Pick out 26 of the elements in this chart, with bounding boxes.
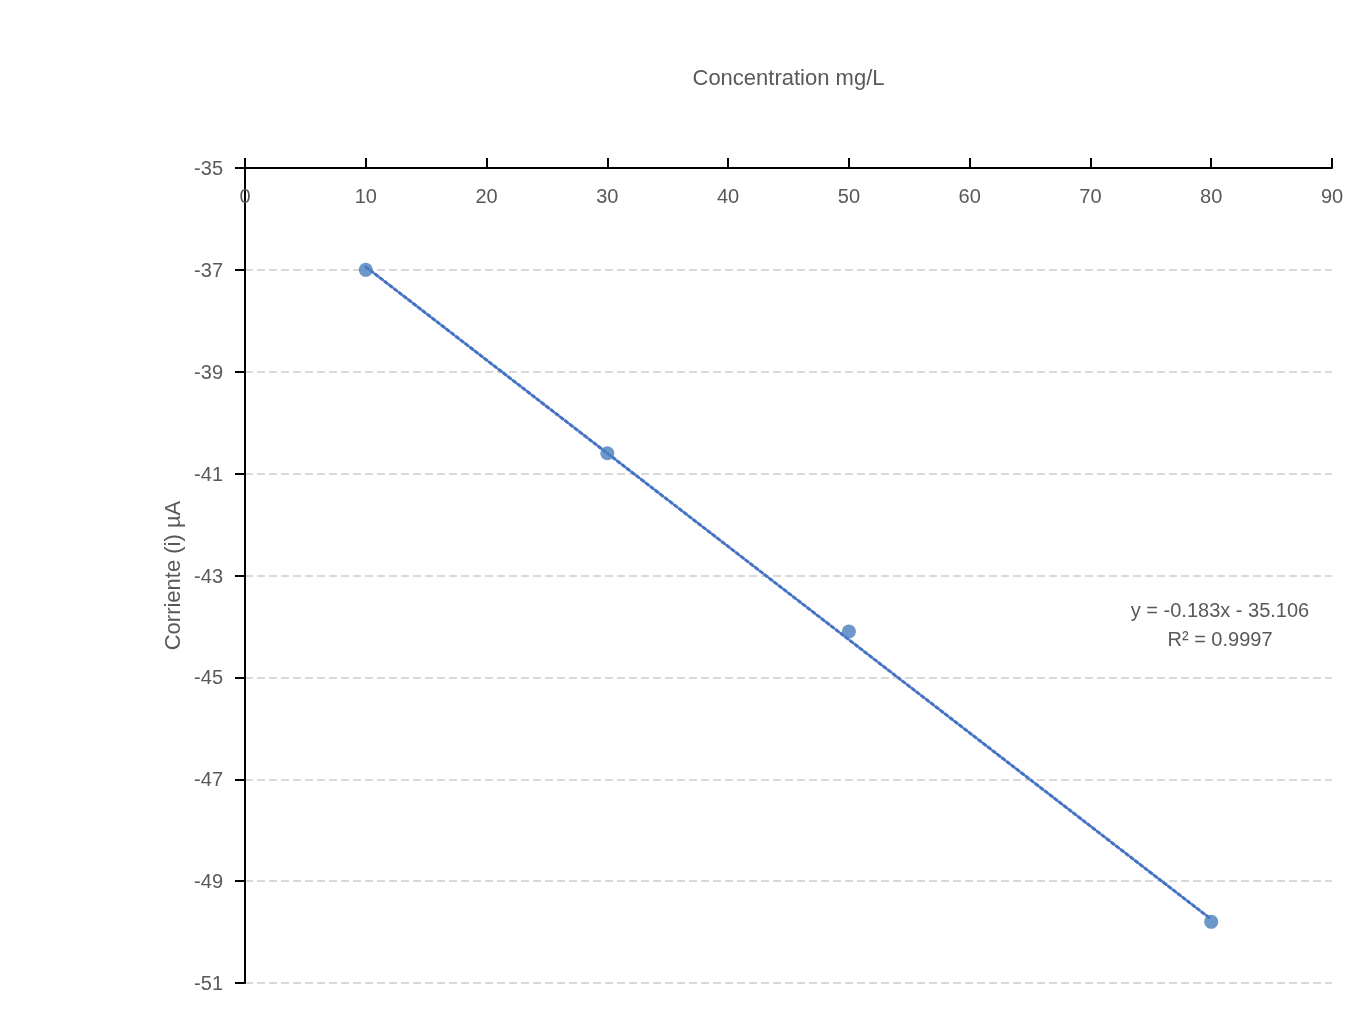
y-axis-title: Corriente (i) µA <box>159 500 185 651</box>
x-axis-title: Concentration mg/L <box>692 64 885 90</box>
x-tick-label: 60 <box>958 185 981 207</box>
x-tick-label: 90 <box>1320 185 1344 207</box>
x-tick-label: 70 <box>1079 185 1102 207</box>
x-tick-label: 10 <box>354 185 377 207</box>
y-tick-label: -49 <box>194 870 223 893</box>
y-tick-label: -41 <box>194 462 223 485</box>
y-tick-label: -43 <box>194 564 223 587</box>
point <box>1204 914 1219 929</box>
x-tick-label: 40 <box>716 185 740 207</box>
y-tick-label: -51 <box>194 972 223 994</box>
point <box>600 446 615 461</box>
y-tick-label: -35 <box>194 157 223 179</box>
y-tick-label: -39 <box>194 360 223 383</box>
y-tick-label: -37 <box>194 258 223 281</box>
annotation: y = -0.183x - 35.106 <box>1130 599 1310 621</box>
point <box>841 624 856 639</box>
y-tick-label: -45 <box>194 666 223 689</box>
x-tick-label: 30 <box>596 185 619 207</box>
x-tick-label: 50 <box>837 185 861 207</box>
x-tick-label: 80 <box>1200 185 1223 207</box>
annotation: R² = 0.9997 <box>1167 628 1273 650</box>
x-tick-label: 20 <box>475 185 498 207</box>
y-tick-label: -47 <box>194 768 223 791</box>
point <box>358 262 373 277</box>
